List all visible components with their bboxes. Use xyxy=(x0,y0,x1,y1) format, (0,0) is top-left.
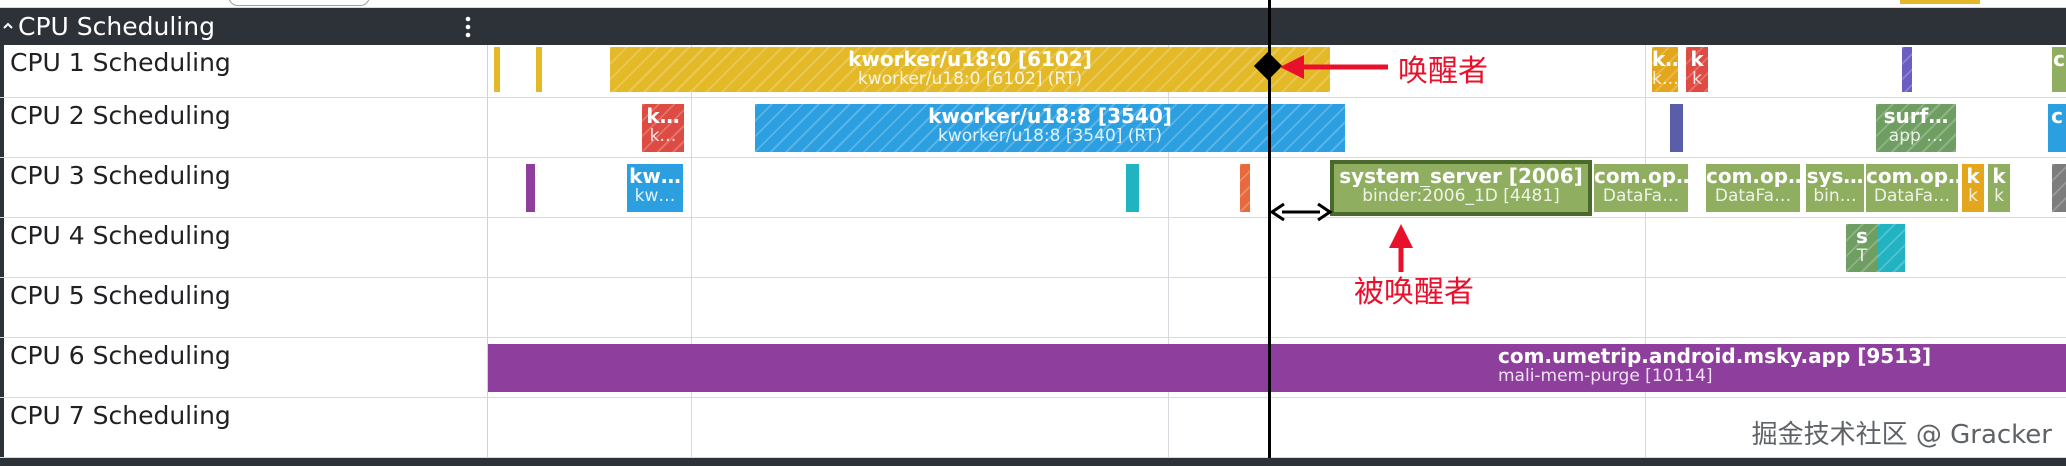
sched-slice[interactable]: kw… kw… xyxy=(627,164,683,212)
sched-slice[interactable] xyxy=(1126,164,1139,212)
slice-subtitle: DataFa… xyxy=(1602,187,1680,205)
slice-title: s xyxy=(1856,224,1868,247)
sched-slice-kworker-u18-0[interactable]: kworker/u18:0 [6102] kworker/u18:0 [6102… xyxy=(610,47,1330,92)
slice-title: com.umetrip.android.msky.app [9513] xyxy=(1498,344,1932,367)
slice-subtitle: k… xyxy=(1652,70,1678,88)
sched-slice[interactable]: k k xyxy=(1988,164,2010,212)
chevron-up-icon[interactable] xyxy=(2,20,14,32)
slice-title: com.op… xyxy=(1706,164,1800,187)
sched-slice[interactable] xyxy=(1878,224,1905,272)
slice-title: c xyxy=(2053,47,2065,70)
wakee-annotation: 被唤醒者 xyxy=(1354,275,1474,310)
slice-subtitle: k… xyxy=(649,127,677,145)
track-label-cpu7: CPU 7 Scheduling xyxy=(10,401,231,430)
track-label-cpu1: CPU 1 Scheduling xyxy=(10,48,231,77)
slice-subtitle: binder:2006_1D [4481] xyxy=(1362,187,1560,205)
slice-subtitle: kworker/u18:8 [3540] (RT) xyxy=(937,127,1163,145)
time-gridline xyxy=(1645,45,1646,458)
track-label-cpu6: CPU 6 Scheduling xyxy=(10,341,231,370)
sched-slice[interactable]: s T xyxy=(1846,224,1878,272)
sched-slice[interactable]: c xyxy=(2048,104,2066,152)
slice-title: system_server [2006] xyxy=(1339,164,1583,187)
sched-slice-kworker-u18-8[interactable]: kworker/u18:8 [3540] kworker/u18:8 [3540… xyxy=(755,104,1345,152)
sched-slice[interactable]: surf… app … xyxy=(1876,104,1956,152)
sched-slice[interactable]: com.op… DataFa… xyxy=(1706,164,1800,212)
previous-track-pill[interactable] xyxy=(228,0,370,6)
sched-slice[interactable] xyxy=(1670,104,1683,152)
track-row-cpu7[interactable]: CPU 7 Scheduling xyxy=(0,398,2066,458)
track-label-cpu2: CPU 2 Scheduling xyxy=(10,101,231,130)
slice-subtitle: k xyxy=(1692,70,1702,88)
track-row-cpu3[interactable]: CPU 3 Scheduling xyxy=(0,158,2066,218)
track-label-cpu5: CPU 5 Scheduling xyxy=(10,281,231,310)
sched-slice[interactable]: com.op… DataFa… xyxy=(1594,164,1688,212)
slice-subtitle: DataFa… xyxy=(1714,187,1792,205)
slice-title: k xyxy=(1966,164,1980,187)
sched-slice[interactable]: k k xyxy=(1962,164,1984,212)
slice-title: k xyxy=(1992,164,2006,187)
track-label-column xyxy=(0,45,488,458)
slice-title: c xyxy=(2051,104,2063,127)
sched-slice[interactable] xyxy=(1240,164,1250,212)
sched-slice[interactable]: com.op… DataFa… xyxy=(1866,164,1958,212)
track-label-cpu3: CPU 3 Scheduling xyxy=(10,161,231,190)
waker-annotation: 唤醒者 xyxy=(1398,54,1488,89)
track-label-cpu4: CPU 4 Scheduling xyxy=(10,221,231,250)
sched-slice[interactable]: sys… bin… xyxy=(1806,164,1864,212)
slice-subtitle: bin… xyxy=(1813,187,1857,205)
sched-slice[interactable]: k k xyxy=(1686,47,1708,92)
slice-title: kworker/u18:0 [6102] xyxy=(848,47,1092,70)
track-row-cpu1[interactable]: CPU 1 Scheduling xyxy=(0,45,2066,98)
previous-track-strip xyxy=(0,0,2066,8)
sched-slice[interactable]: k… k… xyxy=(642,104,684,152)
sched-slice[interactable]: k… k… xyxy=(1652,47,1678,92)
slice-title: sys… xyxy=(1806,164,1864,187)
slice-title: kw… xyxy=(629,164,681,187)
track-row-cpu2[interactable]: CPU 2 Scheduling xyxy=(0,98,2066,158)
slice-title: kworker/u18:8 [3540] xyxy=(928,104,1172,127)
next-track-header[interactable] xyxy=(0,458,2066,466)
sched-slice[interactable] xyxy=(494,47,500,92)
slice-title: com.op… xyxy=(1866,164,1958,187)
slice-subtitle: kw… xyxy=(634,187,676,205)
track-row-cpu5[interactable]: CPU 5 Scheduling xyxy=(0,278,2066,338)
sched-slice[interactable] xyxy=(1902,47,1912,92)
time-gridline xyxy=(1168,45,1169,458)
slice-subtitle: k xyxy=(1968,187,1978,205)
sched-slice[interactable] xyxy=(526,164,535,212)
slice-title: k… xyxy=(1652,47,1678,70)
slice-title: com.op… xyxy=(1594,164,1688,187)
slice-subtitle: T xyxy=(1856,247,1868,265)
timeline-cursor-line[interactable] xyxy=(1268,0,1271,466)
slice-subtitle: app … xyxy=(1888,127,1944,145)
previous-track-mark xyxy=(1900,0,1980,4)
sched-slice-system-server-selected[interactable]: system_server [2006] binder:2006_1D [448… xyxy=(1330,160,1592,216)
sched-slice[interactable]: c xyxy=(2052,47,2066,92)
sched-slice[interactable] xyxy=(2052,164,2066,212)
slice-subtitle: kworker/u18:0 [6102] (RT) xyxy=(857,70,1083,88)
cpu-scheduling-header[interactable]: CPU Scheduling xyxy=(0,8,2066,45)
kebab-menu-icon[interactable] xyxy=(462,14,474,40)
slice-subtitle: k xyxy=(1994,187,2004,205)
track-row-cpu4[interactable]: CPU 4 Scheduling xyxy=(0,218,2066,278)
sched-slice[interactable] xyxy=(536,47,542,92)
track-row-cpu6[interactable]: CPU 6 Scheduling xyxy=(0,338,2066,398)
time-gridline xyxy=(691,45,692,458)
slice-subtitle: mali-mem-purge [10114] xyxy=(1498,367,1713,385)
watermark-text: 掘金技术社区 @ Gracker xyxy=(1751,420,2052,450)
sched-slice-com-umetrip[interactable]: com.umetrip.android.msky.app [9513] mali… xyxy=(488,344,2066,392)
slice-title: surf… xyxy=(1883,104,1949,127)
slice-title: k xyxy=(1690,47,1704,70)
panel-title: CPU Scheduling xyxy=(18,12,215,41)
slice-title: k… xyxy=(646,104,680,127)
slice-subtitle: DataFa… xyxy=(1873,187,1951,205)
